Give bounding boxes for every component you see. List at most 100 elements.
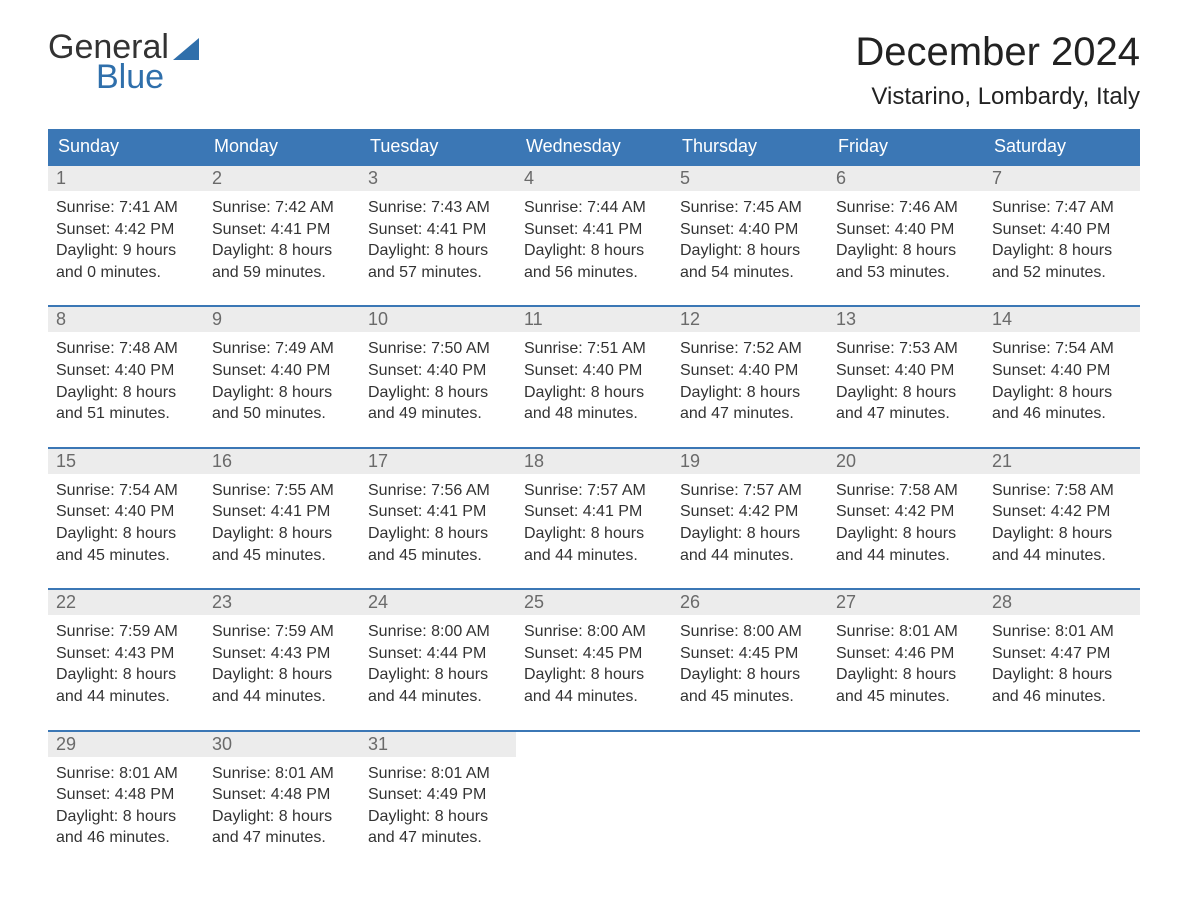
day-sunset: Sunset: 4:46 PM bbox=[836, 643, 976, 665]
day-sunset: Sunset: 4:40 PM bbox=[992, 360, 1132, 382]
day-info-cell bbox=[828, 757, 984, 871]
day-info-cell: Sunrise: 7:54 AMSunset: 4:40 PMDaylight:… bbox=[48, 474, 204, 589]
day-d2: and 47 minutes. bbox=[836, 403, 976, 425]
day-info-cell: Sunrise: 7:55 AMSunset: 4:41 PMDaylight:… bbox=[204, 474, 360, 589]
day-d1: Daylight: 8 hours bbox=[680, 240, 820, 262]
day-sunset: Sunset: 4:40 PM bbox=[56, 501, 196, 523]
day-info-cell: Sunrise: 7:58 AMSunset: 4:42 PMDaylight:… bbox=[984, 474, 1140, 589]
day-info-cell: Sunrise: 7:49 AMSunset: 4:40 PMDaylight:… bbox=[204, 332, 360, 447]
day-d2: and 45 minutes. bbox=[212, 545, 352, 567]
day-sunset: Sunset: 4:40 PM bbox=[368, 360, 508, 382]
day-number-cell: 15 bbox=[48, 448, 204, 474]
page-subtitle: Vistarino, Lombardy, Italy bbox=[855, 83, 1140, 111]
daynum-row: 22232425262728 bbox=[48, 589, 1140, 615]
day-sunrise: Sunrise: 8:01 AM bbox=[836, 621, 976, 643]
day-d1: Daylight: 8 hours bbox=[992, 382, 1132, 404]
day-sunrise: Sunrise: 7:52 AM bbox=[680, 338, 820, 360]
day-sunset: Sunset: 4:49 PM bbox=[368, 784, 508, 806]
day-number-cell: 10 bbox=[360, 306, 516, 332]
day-header: Monday bbox=[204, 129, 360, 165]
day-d2: and 47 minutes. bbox=[680, 403, 820, 425]
day-d1: Daylight: 8 hours bbox=[836, 382, 976, 404]
day-d1: Daylight: 8 hours bbox=[836, 664, 976, 686]
day-number-cell: 12 bbox=[672, 306, 828, 332]
day-info-cell: Sunrise: 8:01 AMSunset: 4:47 PMDaylight:… bbox=[984, 615, 1140, 730]
info-row: Sunrise: 7:59 AMSunset: 4:43 PMDaylight:… bbox=[48, 615, 1140, 730]
day-info-cell bbox=[516, 757, 672, 871]
day-d1: Daylight: 8 hours bbox=[680, 382, 820, 404]
day-info-cell: Sunrise: 7:51 AMSunset: 4:40 PMDaylight:… bbox=[516, 332, 672, 447]
day-sunset: Sunset: 4:41 PM bbox=[212, 501, 352, 523]
day-info-cell: Sunrise: 7:54 AMSunset: 4:40 PMDaylight:… bbox=[984, 332, 1140, 447]
day-number-cell: 28 bbox=[984, 589, 1140, 615]
day-sunset: Sunset: 4:41 PM bbox=[524, 501, 664, 523]
day-d1: Daylight: 9 hours bbox=[56, 240, 196, 262]
day-sunrise: Sunrise: 7:50 AM bbox=[368, 338, 508, 360]
day-d2: and 44 minutes. bbox=[524, 686, 664, 708]
day-sunset: Sunset: 4:42 PM bbox=[680, 501, 820, 523]
day-sunrise: Sunrise: 7:42 AM bbox=[212, 197, 352, 219]
day-d2: and 45 minutes. bbox=[56, 545, 196, 567]
day-d1: Daylight: 8 hours bbox=[368, 664, 508, 686]
calendar-header: SundayMondayTuesdayWednesdayThursdayFrid… bbox=[48, 129, 1140, 165]
day-d2: and 46 minutes. bbox=[56, 827, 196, 849]
day-info-cell: Sunrise: 8:01 AMSunset: 4:49 PMDaylight:… bbox=[360, 757, 516, 871]
day-sunrise: Sunrise: 7:45 AM bbox=[680, 197, 820, 219]
day-sunset: Sunset: 4:41 PM bbox=[368, 219, 508, 241]
day-d1: Daylight: 8 hours bbox=[992, 523, 1132, 545]
day-sunrise: Sunrise: 8:00 AM bbox=[524, 621, 664, 643]
day-d1: Daylight: 8 hours bbox=[836, 523, 976, 545]
day-d1: Daylight: 8 hours bbox=[56, 523, 196, 545]
day-d2: and 48 minutes. bbox=[524, 403, 664, 425]
day-info-cell: Sunrise: 7:46 AMSunset: 4:40 PMDaylight:… bbox=[828, 191, 984, 306]
day-sunset: Sunset: 4:45 PM bbox=[680, 643, 820, 665]
day-number-cell bbox=[984, 731, 1140, 757]
day-number-cell: 31 bbox=[360, 731, 516, 757]
day-d2: and 46 minutes. bbox=[992, 403, 1132, 425]
day-number-cell: 2 bbox=[204, 165, 360, 191]
day-info-cell: Sunrise: 7:59 AMSunset: 4:43 PMDaylight:… bbox=[48, 615, 204, 730]
day-d1: Daylight: 8 hours bbox=[212, 240, 352, 262]
day-d1: Daylight: 8 hours bbox=[56, 806, 196, 828]
day-header: Friday bbox=[828, 129, 984, 165]
day-sunrise: Sunrise: 7:58 AM bbox=[836, 480, 976, 502]
day-d2: and 44 minutes. bbox=[836, 545, 976, 567]
day-d1: Daylight: 8 hours bbox=[524, 523, 664, 545]
day-sunset: Sunset: 4:47 PM bbox=[992, 643, 1132, 665]
day-sunset: Sunset: 4:41 PM bbox=[368, 501, 508, 523]
day-number-cell: 1 bbox=[48, 165, 204, 191]
day-sunrise: Sunrise: 7:49 AM bbox=[212, 338, 352, 360]
day-d2: and 50 minutes. bbox=[212, 403, 352, 425]
day-sunrise: Sunrise: 7:55 AM bbox=[212, 480, 352, 502]
day-number-cell: 27 bbox=[828, 589, 984, 615]
day-d2: and 44 minutes. bbox=[680, 545, 820, 567]
day-d1: Daylight: 8 hours bbox=[992, 664, 1132, 686]
day-info-cell: Sunrise: 7:52 AMSunset: 4:40 PMDaylight:… bbox=[672, 332, 828, 447]
day-info-cell: Sunrise: 7:42 AMSunset: 4:41 PMDaylight:… bbox=[204, 191, 360, 306]
info-row: Sunrise: 7:48 AMSunset: 4:40 PMDaylight:… bbox=[48, 332, 1140, 447]
day-info-cell: Sunrise: 8:01 AMSunset: 4:48 PMDaylight:… bbox=[48, 757, 204, 871]
day-number-cell bbox=[672, 731, 828, 757]
day-number-cell: 25 bbox=[516, 589, 672, 615]
day-info-cell: Sunrise: 7:58 AMSunset: 4:42 PMDaylight:… bbox=[828, 474, 984, 589]
day-number-cell: 14 bbox=[984, 306, 1140, 332]
day-number-cell: 29 bbox=[48, 731, 204, 757]
day-d1: Daylight: 8 hours bbox=[212, 806, 352, 828]
day-number-cell: 24 bbox=[360, 589, 516, 615]
day-number-cell: 16 bbox=[204, 448, 360, 474]
day-d1: Daylight: 8 hours bbox=[56, 382, 196, 404]
day-d2: and 45 minutes. bbox=[836, 686, 976, 708]
day-d2: and 56 minutes. bbox=[524, 262, 664, 284]
day-header: Thursday bbox=[672, 129, 828, 165]
day-info-cell: Sunrise: 7:59 AMSunset: 4:43 PMDaylight:… bbox=[204, 615, 360, 730]
header: General Blue December 2024 Vistarino, Lo… bbox=[48, 30, 1140, 111]
day-d1: Daylight: 8 hours bbox=[368, 382, 508, 404]
day-number-cell: 11 bbox=[516, 306, 672, 332]
day-d1: Daylight: 8 hours bbox=[992, 240, 1132, 262]
day-info-cell: Sunrise: 8:00 AMSunset: 4:44 PMDaylight:… bbox=[360, 615, 516, 730]
day-info-cell: Sunrise: 7:41 AMSunset: 4:42 PMDaylight:… bbox=[48, 191, 204, 306]
day-d1: Daylight: 8 hours bbox=[836, 240, 976, 262]
daynum-row: 15161718192021 bbox=[48, 448, 1140, 474]
day-sunset: Sunset: 4:48 PM bbox=[212, 784, 352, 806]
day-number-cell: 23 bbox=[204, 589, 360, 615]
